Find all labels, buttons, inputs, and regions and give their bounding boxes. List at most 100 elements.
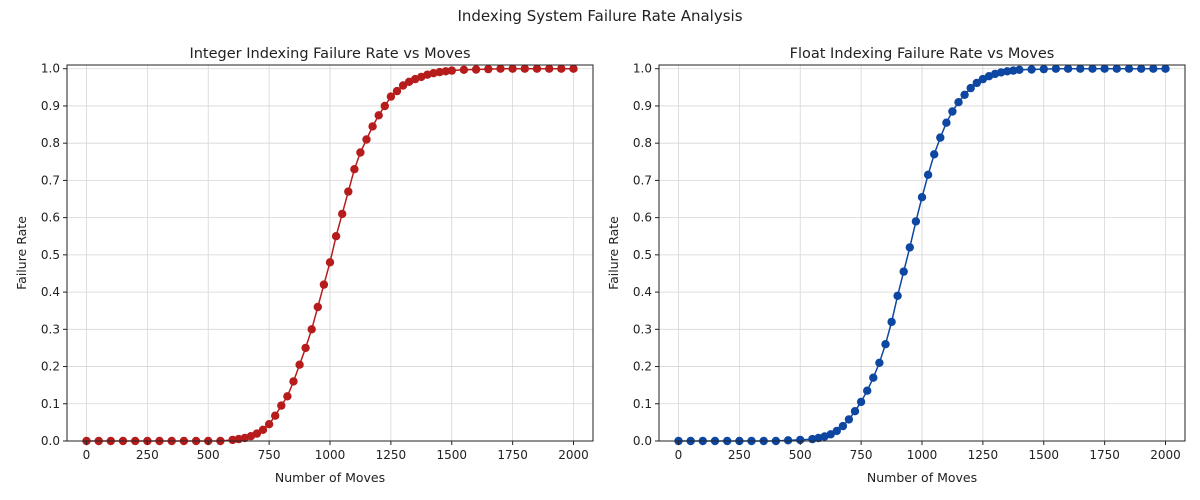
x-tick-label: 2000 — [1150, 448, 1181, 462]
data-point — [471, 65, 481, 74]
data-point — [356, 148, 365, 157]
data-point — [796, 435, 805, 445]
data-point — [783, 436, 793, 445]
data-point — [301, 343, 310, 353]
y-axis-label: Failure Rate — [606, 216, 621, 290]
y-tick-label: 0.3 — [633, 322, 652, 336]
data-point — [325, 258, 335, 267]
data-point — [856, 397, 866, 407]
chart-title: Float Indexing Failure Rate vs Moves — [790, 46, 1055, 62]
data-point — [1027, 65, 1036, 74]
data-point — [972, 78, 981, 88]
y-axis-label: Failure Rate — [14, 216, 29, 290]
data-point — [313, 302, 322, 312]
data-point — [1137, 64, 1146, 73]
data-point — [307, 325, 316, 334]
data-point — [1051, 64, 1061, 73]
data-point — [441, 67, 450, 76]
data-point — [832, 426, 841, 436]
x-tick-label: 1250 — [968, 448, 999, 462]
x-tick-label: 750 — [850, 448, 873, 462]
y-tick-label: 0.0 — [633, 434, 652, 448]
data-point — [1009, 66, 1018, 75]
data-point — [911, 217, 921, 226]
data-point — [368, 122, 377, 131]
y-tick-label: 1.0 — [41, 62, 60, 76]
data-point — [948, 107, 957, 116]
x-tick-label: 1000 — [315, 448, 346, 462]
data-point — [338, 209, 347, 219]
y-tick-label: 0.5 — [633, 248, 652, 262]
data-point — [496, 64, 505, 73]
data-point — [350, 165, 359, 174]
y-tick-label: 0.9 — [633, 99, 652, 113]
data-point — [264, 420, 274, 429]
x-tick-label: 1750 — [497, 448, 528, 462]
float-failure-chart: 0 250 500 750 1000 1250 1500 1750 2000 0.0 0.1 0.2 0… — [606, 46, 1186, 485]
y-tick-label: 0.7 — [633, 173, 652, 187]
chart-title: Integer Indexing Failure Rate vs Moves — [189, 46, 470, 62]
figure-suptitle: Indexing System Failure Rate Analysis — [457, 7, 743, 25]
data-point — [295, 360, 304, 369]
data-point — [392, 86, 402, 96]
series-line — [678, 67, 1166, 442]
x-tick-label: 500 — [197, 448, 220, 462]
data-point — [319, 280, 329, 289]
data-point — [1003, 67, 1012, 76]
y-tick-label: 0.1 — [633, 397, 652, 411]
data-point — [398, 81, 408, 90]
data-point — [520, 64, 529, 73]
x-tick-label: 0 — [83, 448, 91, 462]
x-tick-label: 1750 — [1089, 448, 1120, 462]
data-point — [386, 92, 396, 101]
y-tick-label: 0.3 — [41, 322, 60, 336]
data-point — [850, 407, 860, 416]
data-point — [1112, 64, 1122, 73]
data-point — [277, 401, 286, 410]
data-point — [1088, 64, 1097, 73]
data-point — [545, 64, 554, 73]
y-tick-label: 0.8 — [633, 136, 652, 150]
y-tick-label: 0.4 — [41, 285, 60, 299]
data-point — [271, 411, 280, 420]
data-point — [960, 90, 969, 100]
data-point — [380, 101, 389, 111]
data-point — [930, 150, 939, 159]
data-point — [459, 65, 469, 75]
data-point — [905, 243, 914, 252]
data-point — [844, 415, 854, 424]
y-tick-label: 0.8 — [41, 136, 60, 150]
data-point — [344, 187, 353, 196]
data-point — [228, 435, 237, 445]
data-point — [863, 386, 872, 395]
data-point — [954, 98, 963, 107]
data-point — [484, 64, 493, 74]
data-point — [893, 291, 902, 300]
data-point — [447, 66, 456, 75]
data-point — [1149, 64, 1158, 73]
data-point — [1161, 64, 1170, 73]
data-point — [289, 377, 298, 386]
data-point — [875, 358, 884, 367]
data-point — [917, 193, 927, 202]
data-point — [1039, 64, 1049, 74]
data-point — [374, 111, 383, 120]
y-tick-label: 0.2 — [633, 360, 652, 374]
x-tick-label: 500 — [789, 448, 812, 462]
x-tick-label: 250 — [136, 448, 159, 462]
x-tick-label: 250 — [728, 448, 751, 462]
x-tick-label: 1500 — [1028, 448, 1059, 462]
y-tick-label: 1.0 — [633, 62, 652, 76]
x-tick-label: 750 — [258, 448, 281, 462]
data-point — [283, 392, 292, 401]
data-point — [1100, 64, 1109, 73]
data-point — [1124, 64, 1134, 73]
x-tick-label: 0 — [675, 448, 683, 462]
x-tick-label: 2000 — [558, 448, 589, 462]
data-point — [258, 425, 268, 434]
y-tick-label: 0.9 — [41, 99, 60, 113]
y-tick-label: 0.6 — [633, 211, 652, 225]
data-point — [362, 135, 371, 144]
